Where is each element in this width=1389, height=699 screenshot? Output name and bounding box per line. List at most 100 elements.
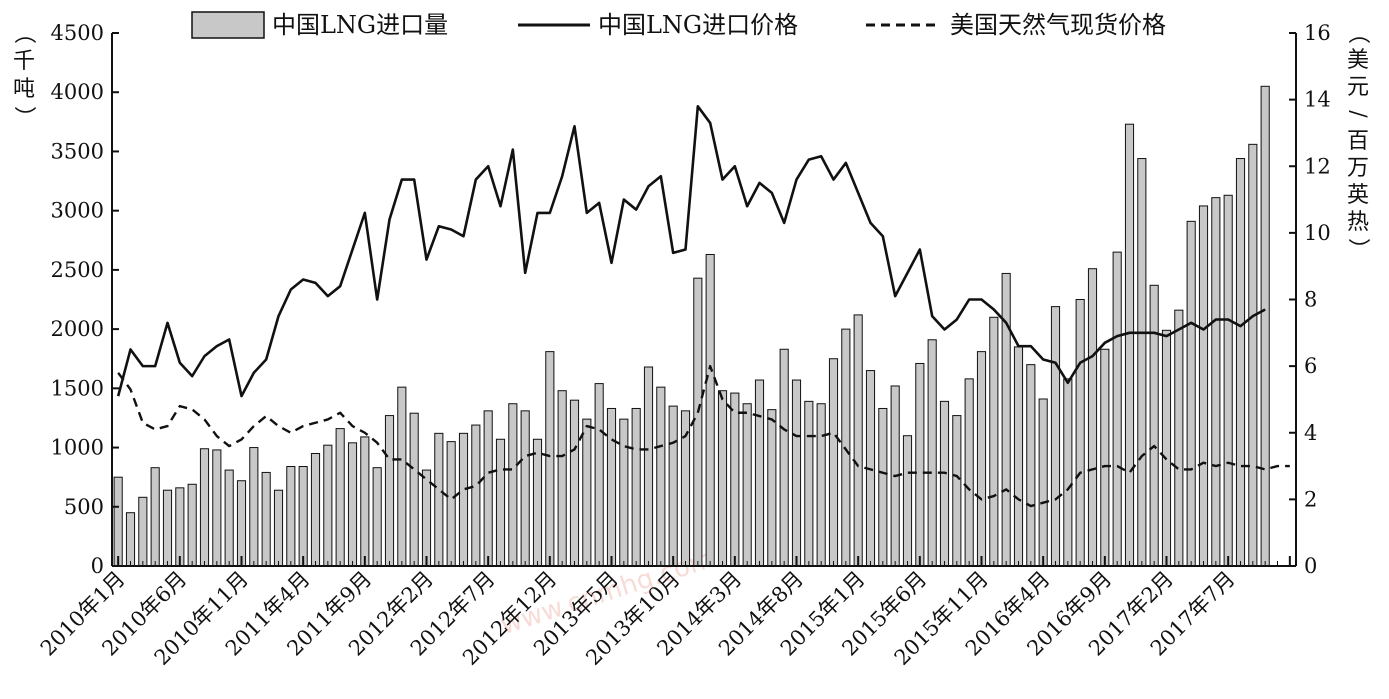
bar-import-volume	[286, 466, 296, 567]
bar-import-volume	[224, 469, 234, 567]
right-tick-label: 2	[1304, 487, 1317, 511]
bar-import-volume	[458, 432, 469, 567]
bar-import-volume	[495, 438, 506, 567]
bar-import-volume	[1161, 329, 1172, 567]
bar-import-volume	[347, 442, 358, 567]
bar-import-volume	[1038, 398, 1048, 567]
bar-import-volume	[1075, 299, 1085, 567]
bar-import-volume	[816, 403, 826, 567]
bar-import-volume	[372, 467, 382, 567]
bar-import-volume	[952, 415, 962, 567]
axis-unit-char: 百	[1347, 129, 1369, 154]
right-tick-label: 6	[1304, 354, 1317, 378]
bar-import-volume	[1050, 306, 1061, 567]
right-tick-label: 0	[1304, 554, 1317, 578]
bar-import-volume	[779, 348, 789, 567]
bar-import-volume	[335, 428, 345, 567]
left-tick-label: 2500	[51, 258, 104, 282]
left-tick-label: 0	[91, 554, 104, 578]
bar-import-volume	[878, 407, 888, 567]
bar-import-volume	[643, 366, 654, 567]
bar-import-volume	[199, 448, 210, 567]
bar-import-volume	[853, 314, 863, 567]
bar-import-volume	[705, 253, 715, 567]
bar-import-volume	[754, 379, 765, 567]
bar-import-volume	[964, 378, 974, 567]
bar-import-volume	[520, 410, 530, 567]
bar-import-volume	[236, 480, 247, 567]
right-tick-label: 4	[1304, 421, 1317, 445]
bar-import-volume	[508, 403, 518, 567]
left-tick-label: 1500	[51, 376, 104, 400]
right-tick-label: 14	[1304, 88, 1331, 112]
axis-unit-char: /	[1345, 110, 1370, 118]
bar-import-volume	[446, 441, 456, 567]
bar-import-volume	[261, 471, 271, 567]
bar-import-volume	[471, 424, 481, 567]
bar-import-volume	[557, 390, 567, 567]
bar-import-volume	[668, 405, 678, 567]
axis-unit-char: 美	[1347, 48, 1369, 73]
bar-import-volume	[1174, 309, 1184, 567]
bar-import-volume	[693, 277, 703, 567]
bar-import-volume	[1198, 205, 1209, 567]
bar-import-volume	[804, 400, 814, 567]
bar-import-volume	[273, 489, 284, 567]
bar-import-volume	[175, 487, 185, 567]
bar-import-volume	[1248, 143, 1258, 567]
line-us-gas-price	[117, 364, 1290, 508]
bar-import-volume	[1223, 194, 1233, 567]
bar-import-volume	[1124, 123, 1135, 567]
axis-unit-char: 英	[1347, 183, 1369, 208]
axis-unit-char: 元	[1347, 75, 1369, 100]
axis-unit-char: 吨	[13, 77, 35, 102]
left-tick-label: 4500	[51, 21, 104, 45]
bar-import-volume	[1100, 348, 1110, 567]
right-tick-label: 16	[1304, 21, 1331, 45]
bar-import-volume	[397, 386, 407, 567]
axis-unit-char: 万	[1347, 156, 1369, 181]
bar-import-volume	[594, 383, 604, 567]
bar-import-volume	[532, 438, 543, 567]
axis-unit-char: 热	[1347, 210, 1369, 235]
bar-import-volume	[767, 409, 777, 567]
bar-import-volume	[582, 418, 592, 567]
bar-import-volume	[1013, 346, 1024, 567]
bar-import-volume	[125, 512, 136, 567]
axis-unit-char: 千	[13, 49, 35, 74]
bar-import-volume	[1112, 251, 1122, 567]
bar-import-volume	[150, 467, 160, 567]
bar-import-volume	[138, 496, 148, 567]
bar-import-volume	[1235, 158, 1246, 567]
bar-import-volume	[569, 399, 580, 567]
bar-import-volume	[360, 436, 370, 567]
bar-import-volume	[384, 415, 395, 567]
lines-layer	[116, 104, 1290, 508]
axis-unit-char: ）	[11, 106, 36, 128]
bars-layer	[113, 85, 1270, 567]
bar-import-volume	[187, 483, 197, 567]
bar-import-volume	[162, 489, 173, 567]
bar-import-volume	[1001, 272, 1011, 567]
bar-import-volume	[989, 316, 999, 567]
bar-import-volume	[717, 390, 728, 567]
bar-import-volume	[656, 386, 666, 567]
bar-import-volume	[939, 400, 950, 567]
axis-unit-char: ）	[1345, 238, 1370, 260]
left-tick-label: 4000	[51, 80, 104, 104]
bar-import-volume	[902, 435, 913, 567]
left-tick-label: 1000	[51, 436, 104, 460]
bar-import-volume	[1137, 158, 1147, 567]
legend-layer: 中国LNG进口量 中国LNG进口价格 美国天然气现货价格	[191, 11, 1166, 39]
bar-import-volume	[976, 351, 987, 567]
legend-swatch-bar	[191, 11, 265, 39]
bar-import-volume	[113, 476, 123, 567]
bar-import-volume	[1063, 378, 1073, 567]
bar-import-volume	[1211, 197, 1221, 567]
bar-import-volume	[631, 407, 641, 567]
right-tick-label: 12	[1304, 154, 1331, 178]
bar-import-volume	[1260, 85, 1270, 567]
axis-unit-char: （	[1345, 22, 1370, 44]
